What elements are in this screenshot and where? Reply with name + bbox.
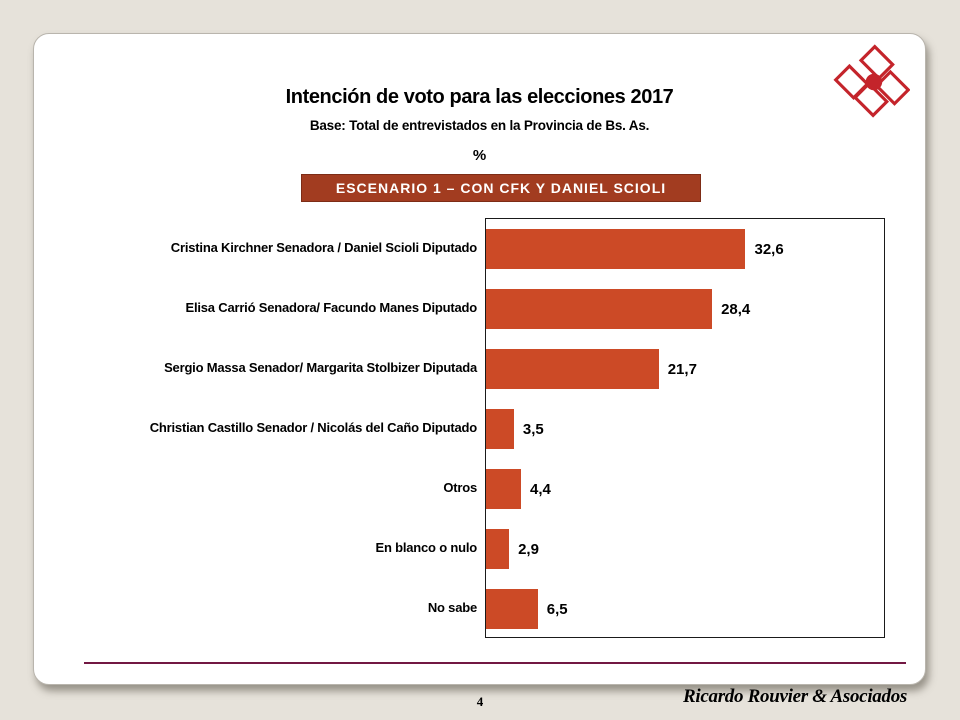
- rouvier-logo-icon: [833, 44, 910, 118]
- bar-row: 32,6: [486, 219, 884, 279]
- bar: [486, 289, 713, 329]
- unit-label: %: [472, 147, 487, 164]
- category-label: En blanco o nulo: [375, 539, 477, 555]
- bar: [486, 529, 510, 569]
- bar-row: 21,7: [486, 339, 884, 399]
- bar-value-label: 32,6: [754, 240, 784, 258]
- bar-row: 6,5: [486, 579, 884, 639]
- bar-row: 28,4: [486, 279, 884, 339]
- category-axis: Cristina Kirchner Senadora / Daniel Scio…: [34, 218, 485, 638]
- bar: [486, 229, 746, 269]
- slide-card: Intención de voto para las elecciones 20…: [33, 33, 926, 685]
- brand-signature: Ricardo Rouvier & Asociados: [683, 686, 907, 707]
- scenario-banner: ESCENARIO 1 – CON CFK Y DANIEL SCIOLI: [301, 174, 701, 202]
- bar-value-label: 6,5: [546, 600, 568, 618]
- bar-value-label: 3,5: [522, 420, 544, 438]
- chart-subtitle: Base: Total de entrevistados en la Provi…: [309, 118, 650, 133]
- divider-line: [84, 662, 906, 664]
- page-number: 4: [476, 694, 484, 709]
- bar: [486, 589, 538, 629]
- bar-chart: Cristina Kirchner Senadora / Daniel Scio…: [34, 218, 885, 638]
- category-label: Elisa Carrió Senadora/ Facundo Manes Dip…: [185, 299, 477, 315]
- bar-value-label: 2,9: [518, 540, 539, 558]
- bar-value-label: 28,4: [721, 300, 751, 318]
- bar-row: 4,4: [486, 459, 884, 519]
- chart-title: Intención de voto para las elecciones 20…: [285, 86, 674, 108]
- bar: [486, 349, 659, 389]
- bar-value-label: 4,4: [530, 480, 551, 498]
- bar: [486, 469, 522, 509]
- bar: [486, 409, 514, 449]
- plot-area: 32,6 28,4 21,7 3,5 4,4 2,9: [485, 218, 885, 638]
- category-label: Sergio Massa Senador/ Margarita Stolbize…: [164, 359, 477, 375]
- bar-value-label: 21,7: [667, 360, 697, 378]
- category-label: Cristina Kirchner Senadora / Daniel Scio…: [170, 239, 477, 255]
- category-label: Otros: [443, 479, 477, 495]
- category-label: No sabe: [427, 599, 477, 615]
- bar-row: 2,9: [486, 519, 884, 579]
- bar-row: 3,5: [486, 399, 884, 459]
- category-label: Christian Castillo Senador / Nicolás del…: [149, 419, 477, 435]
